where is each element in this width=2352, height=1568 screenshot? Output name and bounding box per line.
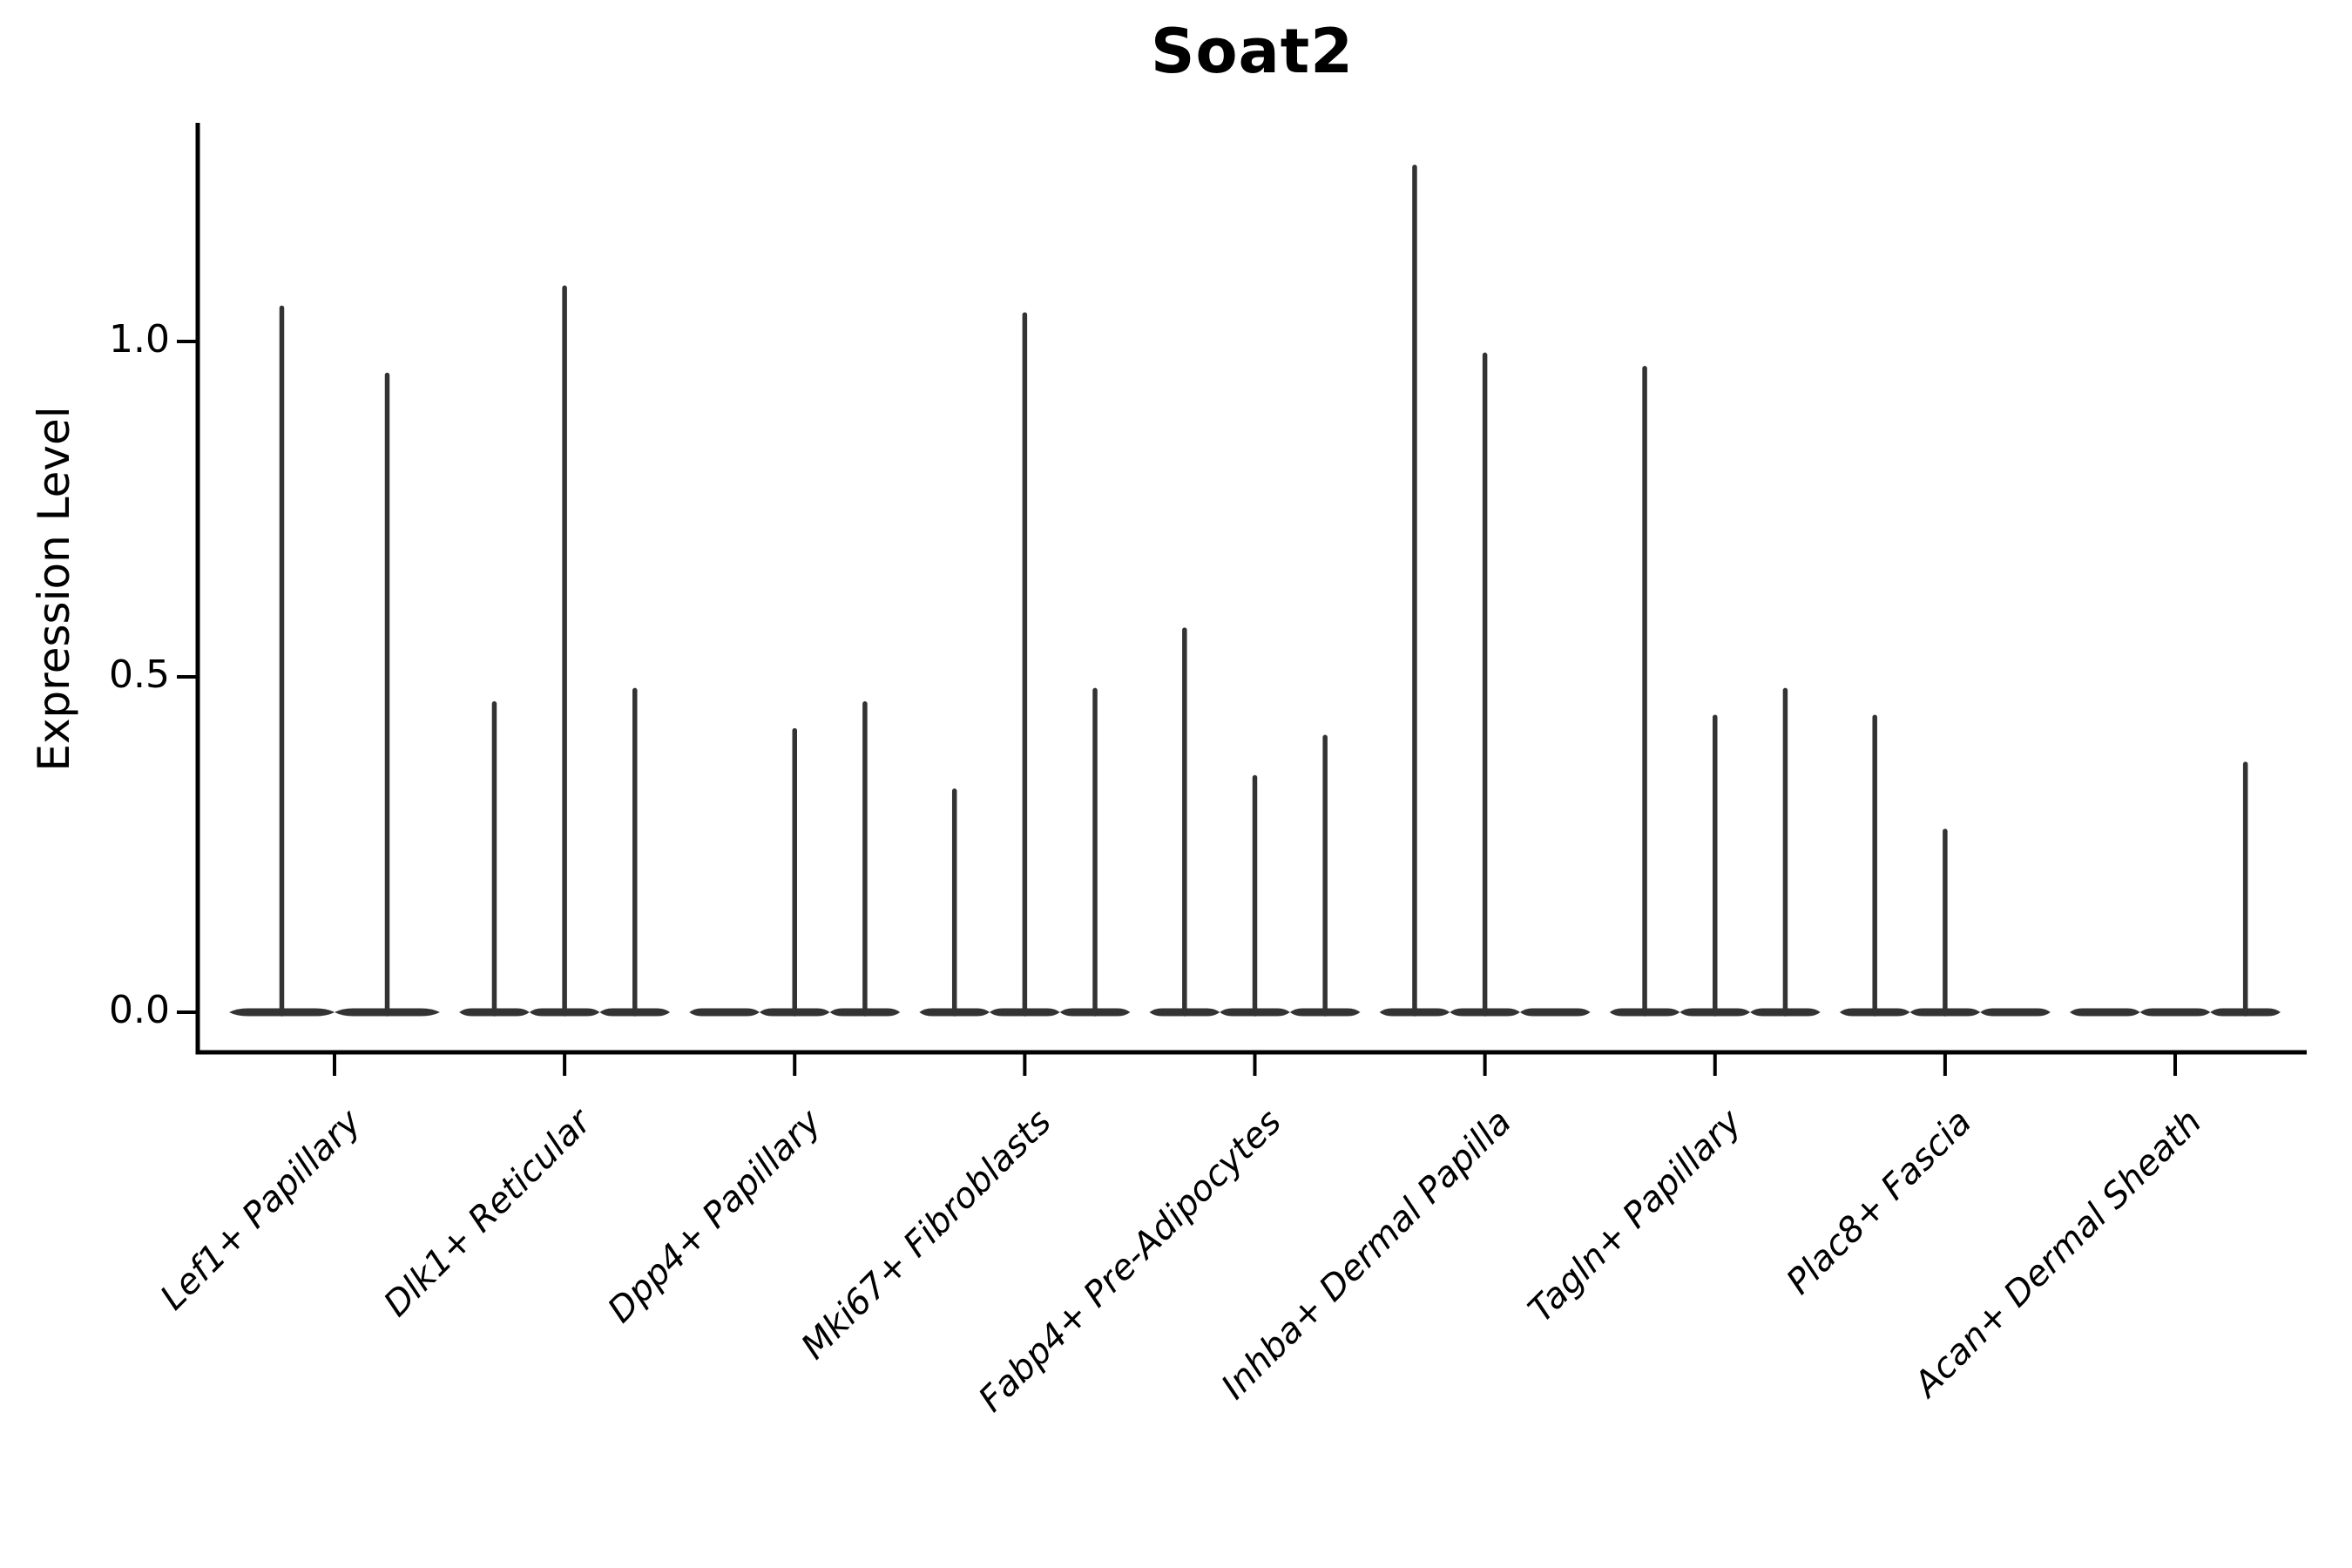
x-tick-label: Dlk1+ Reticular bbox=[376, 1100, 600, 1324]
x-tick-label: Dpp4+ Papillary bbox=[600, 1101, 829, 1330]
x-tick-label: Tagln+ Papillary bbox=[1521, 1101, 1750, 1330]
x-tick-label: Lef1+ Papillary bbox=[152, 1101, 369, 1318]
y-tick-label: 1.0 bbox=[109, 317, 170, 362]
violin-base bbox=[689, 1008, 760, 1017]
violin-base bbox=[2070, 1008, 2140, 1017]
violin-base bbox=[2139, 1008, 2211, 1017]
plot-title: Soat2 bbox=[1151, 16, 1354, 87]
y-tick-label: 0.0 bbox=[109, 988, 170, 1032]
x-tick-label: Plac8+ Fascia bbox=[1779, 1102, 1979, 1302]
violin-base bbox=[1519, 1008, 1591, 1017]
y-tick-label: 0.5 bbox=[109, 652, 170, 697]
violin-base bbox=[1980, 1008, 2051, 1017]
x-tick-label: Mki67+ Fibroblasts bbox=[794, 1102, 1059, 1368]
